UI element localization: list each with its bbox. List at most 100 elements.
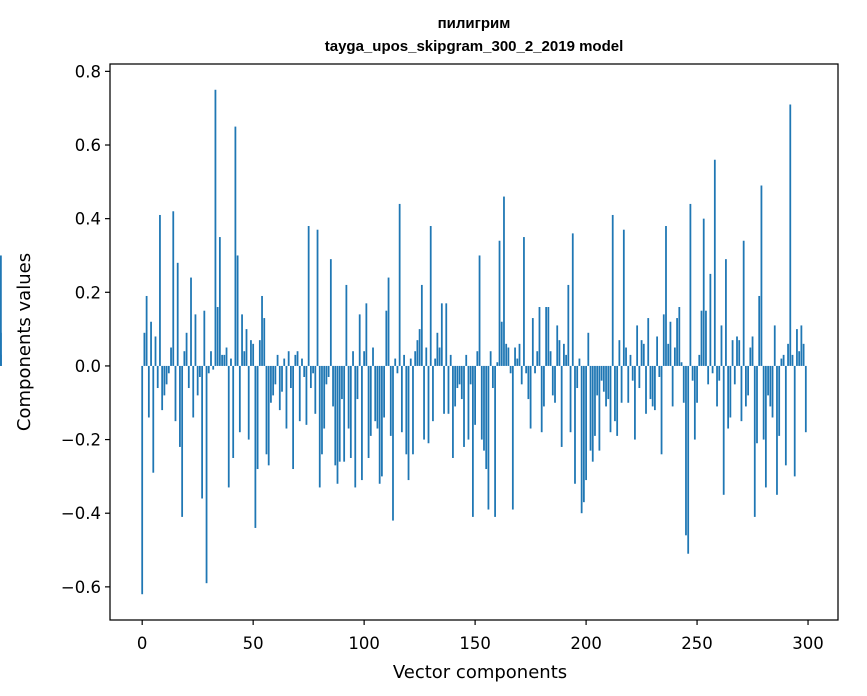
bar-82	[323, 365, 326, 429]
bar-144	[460, 365, 463, 400]
bar-45	[241, 314, 243, 366]
bar-167	[511, 365, 514, 510]
bar-53	[258, 340, 261, 366]
bar-108	[381, 365, 383, 477]
bar-71	[298, 365, 301, 422]
bar-189	[560, 365, 563, 447]
bar-94	[349, 365, 352, 458]
bar-165	[507, 347, 510, 366]
bar-299	[804, 365, 807, 433]
bar-46	[243, 351, 246, 366]
bar-244	[682, 365, 685, 403]
bars-group	[0, 89, 807, 595]
bar-131	[432, 365, 434, 422]
x-tick-label: 50	[243, 634, 264, 653]
bar-265	[729, 365, 732, 418]
bar-97	[356, 365, 359, 400]
bar-193	[569, 365, 572, 433]
bar-21	[187, 365, 190, 389]
bar-161	[498, 240, 501, 366]
bar-10	[163, 365, 166, 396]
bar-162	[500, 321, 503, 366]
bar-215	[618, 340, 621, 366]
bar-126	[420, 284, 423, 366]
bar-164	[505, 343, 508, 366]
bar-160	[496, 362, 499, 366]
bar-75	[307, 226, 310, 366]
bar-129	[427, 365, 430, 444]
bar-224	[638, 365, 641, 389]
bar-122	[412, 365, 414, 455]
bar-74	[305, 365, 308, 425]
bar-123	[414, 351, 417, 366]
bar-133	[436, 332, 439, 366]
x-tick-label: 250	[681, 634, 713, 653]
bar-286	[776, 365, 778, 495]
bar-78	[314, 365, 317, 414]
bar-202	[589, 365, 592, 451]
bar-118	[403, 354, 405, 366]
bar-81	[321, 365, 323, 455]
bar-23	[192, 365, 195, 418]
bar-194	[571, 233, 574, 366]
chart-title: пилигрим	[438, 15, 511, 32]
bar-295	[796, 329, 798, 366]
bar-16	[176, 262, 179, 366]
bar-235	[662, 314, 665, 366]
bar-293	[791, 354, 794, 366]
bar-2	[145, 295, 148, 366]
bar-88	[336, 365, 339, 484]
bar-163	[503, 196, 505, 366]
bar-240	[673, 347, 676, 366]
bar-32	[212, 365, 215, 370]
bar-171	[520, 365, 523, 385]
bar-173	[525, 365, 528, 374]
bar-58	[270, 365, 272, 403]
bar-9	[161, 365, 164, 411]
bar-172	[523, 237, 525, 366]
bar-113	[392, 365, 394, 521]
bar-278	[758, 295, 761, 366]
bar-279	[760, 185, 763, 366]
y-tick-label: 0.8	[75, 62, 101, 81]
bar-177	[534, 365, 536, 374]
bar-13	[170, 347, 172, 366]
bar-105	[374, 365, 377, 422]
bar-148	[469, 365, 472, 385]
bar-27	[201, 365, 203, 499]
bar-166	[509, 365, 512, 374]
bar-183	[547, 307, 550, 366]
y-axis-label: Components values	[14, 253, 35, 431]
x-tick-label: 0	[137, 634, 148, 653]
bar-274	[749, 347, 752, 366]
y-tick-label: 0.2	[75, 283, 101, 302]
bar-55	[263, 318, 266, 366]
bar-175	[529, 365, 532, 429]
bar-24	[194, 314, 197, 366]
x-tick-label: 150	[459, 634, 491, 653]
bar-87	[334, 365, 337, 466]
bar-143	[458, 365, 461, 385]
bar-0	[141, 365, 144, 595]
bar-219	[627, 365, 630, 403]
bar-99	[361, 365, 363, 481]
bar-216	[620, 365, 623, 403]
bar-62	[278, 365, 281, 411]
bar-256	[709, 273, 712, 366]
bar-210	[607, 365, 610, 400]
bar-8	[159, 214, 161, 366]
bar-14	[172, 211, 175, 366]
x-axis-label: Vector components	[393, 662, 567, 683]
bar-239	[671, 365, 674, 407]
bar-289	[782, 354, 785, 366]
bar-132	[434, 358, 437, 366]
bar-220	[629, 354, 632, 366]
bar-51	[254, 365, 257, 528]
bar-28	[203, 310, 206, 366]
bar-159	[494, 365, 496, 517]
bar-292	[789, 104, 792, 366]
bar-40	[230, 358, 232, 366]
bar-26	[199, 365, 201, 377]
bar-283	[769, 365, 772, 407]
bar-67	[290, 365, 292, 389]
